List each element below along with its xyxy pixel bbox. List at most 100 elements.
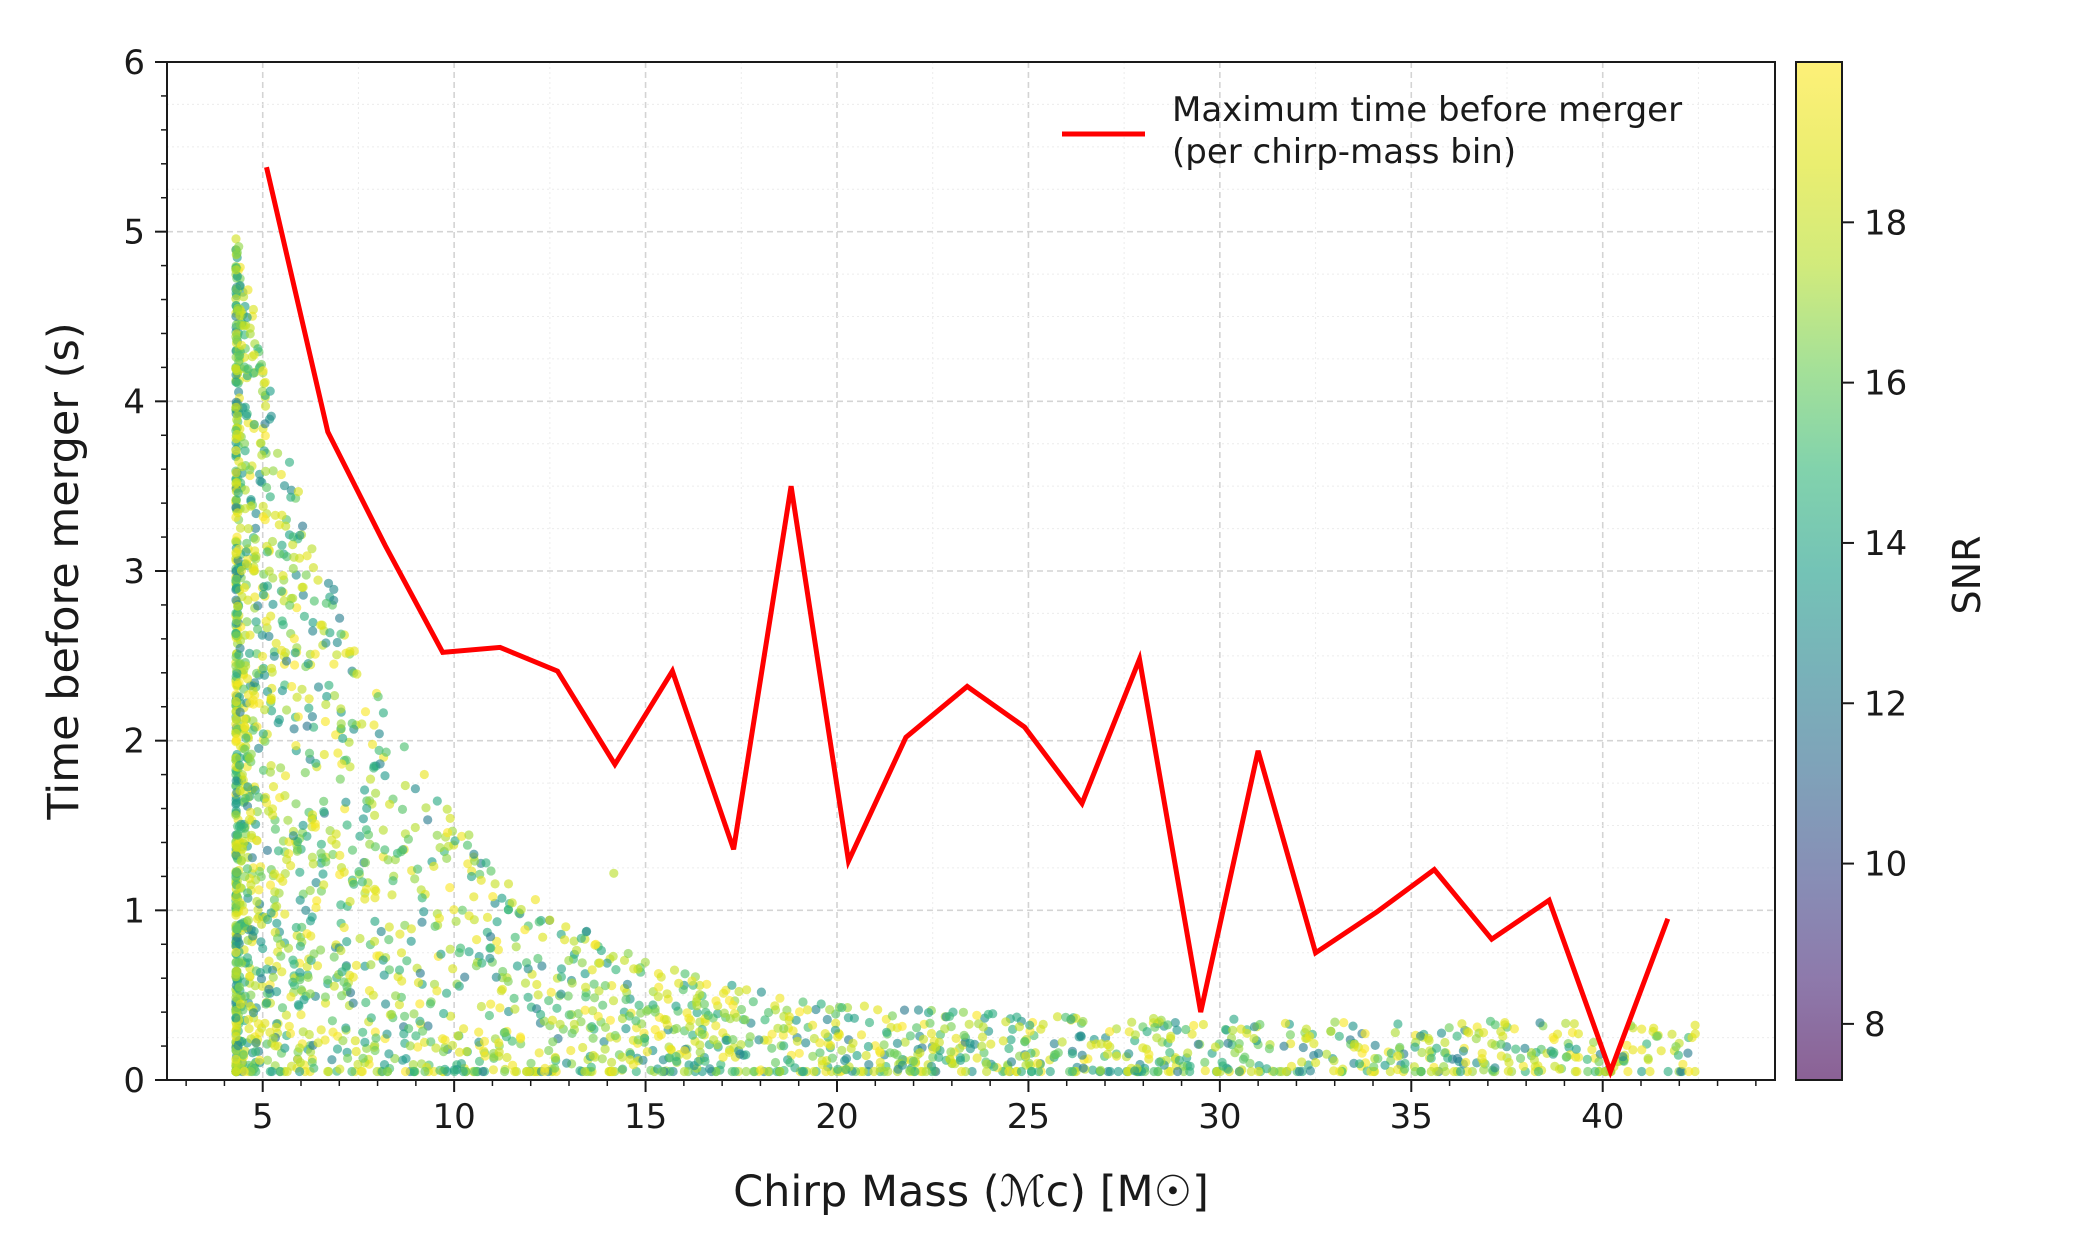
scatter-point — [269, 869, 280, 879]
scatter-point — [1339, 1018, 1349, 1028]
scatter-point — [650, 1025, 660, 1035]
scatter-point — [538, 932, 548, 942]
scatter-point — [1477, 1054, 1487, 1064]
scatter-point — [695, 980, 705, 991]
scatter-point — [687, 976, 697, 986]
scatter-point — [820, 1029, 830, 1039]
scatter-point — [934, 1052, 944, 1062]
scatter-point — [1550, 1061, 1560, 1071]
scatter-point — [295, 1057, 305, 1068]
scatter-point — [415, 1016, 425, 1026]
scatter-point — [1490, 1020, 1500, 1030]
scatter-point — [419, 907, 429, 917]
scatter-point — [1526, 1048, 1536, 1058]
scatter-point — [276, 586, 286, 596]
scatter-point — [563, 991, 573, 1001]
scatter-point — [695, 1047, 705, 1057]
scatter-point — [605, 1015, 616, 1025]
scatter-point — [1520, 1043, 1530, 1053]
scatter-point — [775, 993, 785, 1003]
scatter-point — [357, 1066, 367, 1077]
scatter-point — [1234, 1066, 1244, 1077]
scatter-point — [303, 659, 313, 669]
scatter-point — [308, 859, 318, 869]
scatter-point — [1103, 1049, 1113, 1059]
colorbar: 8 10 12 14 16 18 SNR — [1795, 61, 1989, 1081]
scatter-point — [279, 481, 290, 491]
scatter-point — [402, 956, 412, 966]
scatter-point — [234, 822, 245, 832]
scatter-point — [295, 1066, 305, 1077]
scatter-point — [1130, 1066, 1140, 1076]
scatter-point — [1014, 1022, 1024, 1032]
scatter-point — [250, 534, 260, 544]
scatter-point — [260, 1018, 270, 1028]
scatter-point — [331, 829, 341, 839]
scatter-point — [350, 1036, 360, 1046]
scatter-point — [231, 947, 241, 958]
scatter-point — [502, 1052, 512, 1063]
scatter-point — [353, 1059, 363, 1069]
scatter-point — [288, 593, 298, 603]
scatter-point — [728, 1035, 738, 1045]
scatter-point — [792, 1036, 803, 1046]
scatter-point — [1001, 1017, 1011, 1027]
scatter-point — [295, 975, 305, 985]
scatter-point — [365, 796, 375, 806]
scatter-point — [578, 1042, 588, 1053]
scatter-point — [799, 1066, 809, 1077]
scatter-point — [360, 894, 370, 904]
scatter-point — [252, 914, 263, 924]
scatter-point — [1067, 1049, 1077, 1059]
scatter-point — [1173, 1066, 1183, 1077]
scatter-point — [255, 476, 265, 486]
scatter-point — [801, 1038, 811, 1048]
scatter-point — [241, 547, 251, 557]
scatter-point — [631, 1016, 641, 1026]
scatter-point — [831, 1018, 841, 1028]
scatter-point — [231, 753, 241, 763]
scatter-point — [464, 947, 474, 957]
scatter-point — [267, 706, 277, 716]
scatter-point — [913, 1005, 924, 1015]
scatter-point — [307, 810, 318, 820]
scatter-point — [237, 462, 247, 472]
scatter-point — [250, 678, 260, 688]
scatter-point — [274, 520, 284, 530]
scatter-point — [450, 836, 460, 846]
scatter-point — [1210, 1042, 1220, 1052]
scatter-point — [621, 1024, 631, 1034]
scatter-point — [332, 1044, 343, 1054]
scatter-point — [238, 775, 248, 785]
scatter-point — [1515, 1053, 1526, 1063]
scatter-point — [264, 566, 274, 576]
scatter-point — [258, 501, 268, 511]
scatter-point — [1095, 1065, 1106, 1075]
scatter-point — [454, 981, 464, 991]
scatter-point — [291, 741, 301, 751]
scatter-point — [1393, 1064, 1403, 1075]
scatter-point — [374, 745, 384, 756]
scatter-point — [899, 1005, 910, 1015]
scatter-point — [258, 512, 268, 522]
scatter-point — [431, 1043, 441, 1053]
scatter-point — [232, 843, 242, 853]
scatter-point — [507, 898, 517, 908]
scatter-point — [1496, 1039, 1506, 1049]
scatter-point — [371, 1033, 381, 1043]
scatter-point — [365, 774, 376, 784]
scatter-point — [1335, 1066, 1345, 1077]
scatter-point — [1590, 1066, 1600, 1077]
scatter-point — [429, 861, 439, 872]
scatter-point — [308, 563, 318, 573]
scatter-point — [1229, 1014, 1239, 1024]
scatter-point — [977, 1032, 988, 1042]
scatter-point — [1078, 1016, 1088, 1027]
scatter-point — [581, 982, 591, 992]
scatter-point — [247, 853, 257, 863]
scatter-point — [432, 830, 442, 840]
scatter-point — [288, 831, 298, 841]
scatter-point — [308, 617, 318, 628]
scatter-point — [258, 366, 268, 376]
scatter-point — [246, 880, 256, 890]
